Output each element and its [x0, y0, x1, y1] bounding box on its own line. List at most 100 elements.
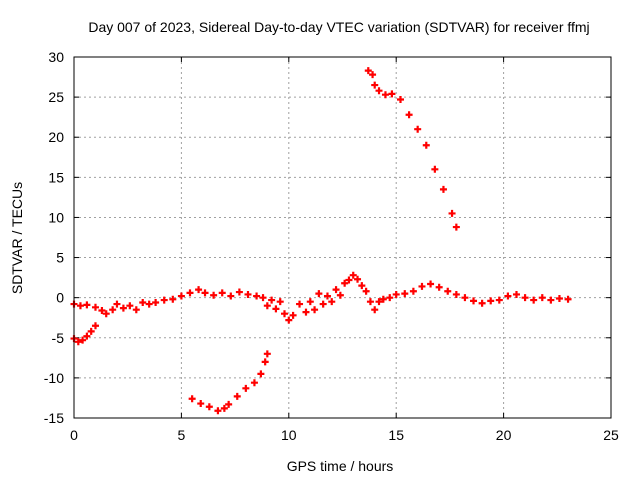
data-point — [439, 185, 447, 193]
data-point — [186, 289, 194, 297]
data-point — [126, 302, 134, 310]
data-point — [362, 287, 370, 295]
data-point — [354, 275, 362, 283]
axis-ticks: 0 5 10 15 20 25 -15 -10 -5 0 5 10 15 20 25 30 — [44, 49, 619, 443]
data-point — [169, 295, 177, 303]
data-point — [281, 310, 289, 318]
data-point — [289, 311, 297, 319]
data-point — [261, 358, 269, 366]
data-point — [422, 141, 430, 149]
data-point — [349, 271, 357, 279]
data-point — [74, 338, 82, 346]
y-tick-label: -10 — [44, 370, 64, 386]
data-point — [201, 289, 209, 297]
data-point — [414, 125, 422, 133]
data-point — [218, 289, 226, 297]
data-point — [452, 290, 460, 298]
data-point — [227, 292, 235, 300]
data-point — [250, 379, 258, 387]
data-point — [555, 294, 563, 302]
data-point — [319, 300, 327, 308]
data-point — [145, 300, 153, 308]
data-point — [225, 400, 233, 408]
y-tick-label: 20 — [48, 129, 64, 145]
y-tick-label: 25 — [48, 89, 64, 105]
data-point — [448, 209, 456, 217]
data-point — [276, 298, 284, 306]
data-point — [272, 305, 280, 313]
data-point — [328, 298, 336, 306]
data-point — [487, 297, 495, 305]
gridlines — [74, 57, 611, 418]
data-point — [323, 292, 331, 300]
data-point — [452, 223, 460, 231]
data-point — [263, 350, 271, 358]
data-point — [109, 306, 117, 314]
data-point — [396, 96, 404, 104]
data-point — [401, 290, 409, 298]
data-point — [83, 301, 91, 309]
data-point — [102, 310, 110, 318]
data-point — [504, 292, 512, 300]
series-morning-dip — [188, 350, 271, 415]
data-point — [152, 298, 160, 306]
data-point — [366, 298, 374, 306]
x-tick-label: 25 — [603, 427, 619, 443]
data-point — [369, 71, 377, 79]
data-point — [306, 298, 314, 306]
data-point — [392, 290, 400, 298]
data-point — [379, 295, 387, 303]
y-tick-label: 5 — [56, 250, 64, 266]
data-point — [83, 332, 91, 340]
data-point — [188, 395, 196, 403]
data-point — [371, 306, 379, 314]
data-point — [242, 384, 250, 392]
data-point — [210, 291, 218, 299]
data-point — [332, 286, 340, 294]
data-point — [388, 90, 396, 98]
data-point — [205, 403, 213, 411]
plot-frame — [73, 56, 612, 419]
data-point — [564, 295, 572, 303]
x-tick-label: 5 — [178, 427, 186, 443]
data-point — [253, 292, 261, 300]
data-point — [195, 286, 203, 294]
series-afternoon-high — [364, 67, 460, 231]
data-point — [296, 300, 304, 308]
data-point — [336, 291, 344, 299]
data-point — [311, 306, 319, 314]
data-point — [512, 290, 520, 298]
data-point — [386, 294, 394, 302]
data-point — [263, 302, 271, 310]
series-early-dip — [70, 322, 99, 346]
data-point — [547, 296, 555, 304]
data-point — [257, 370, 265, 378]
data-point — [358, 282, 366, 290]
y-tick-label: 30 — [48, 49, 64, 65]
data-point — [139, 298, 147, 306]
data-point — [233, 392, 241, 400]
data-point — [197, 400, 205, 408]
data-point — [119, 304, 127, 312]
data-point — [341, 279, 349, 287]
x-tick-label: 0 — [70, 427, 78, 443]
data-point — [431, 165, 439, 173]
y-tick-label: 15 — [48, 169, 64, 185]
data-point — [98, 307, 106, 315]
data-point — [381, 91, 389, 99]
y-axis-label: SDTVAR / TECUs — [9, 182, 25, 294]
data-point — [76, 302, 84, 310]
x-tick-label: 10 — [281, 427, 297, 443]
data-point — [302, 308, 310, 316]
y-tick-label: 0 — [56, 290, 64, 306]
data-point — [461, 294, 469, 302]
data-point — [495, 296, 503, 304]
data-points — [70, 67, 572, 415]
data-point — [538, 294, 546, 302]
y-tick-label: -5 — [52, 330, 65, 346]
data-point — [364, 67, 372, 75]
data-point — [220, 404, 228, 412]
chart-title: Day 007 of 2023, Sidereal Day-to-day VTE… — [88, 19, 589, 35]
data-point — [132, 306, 140, 314]
